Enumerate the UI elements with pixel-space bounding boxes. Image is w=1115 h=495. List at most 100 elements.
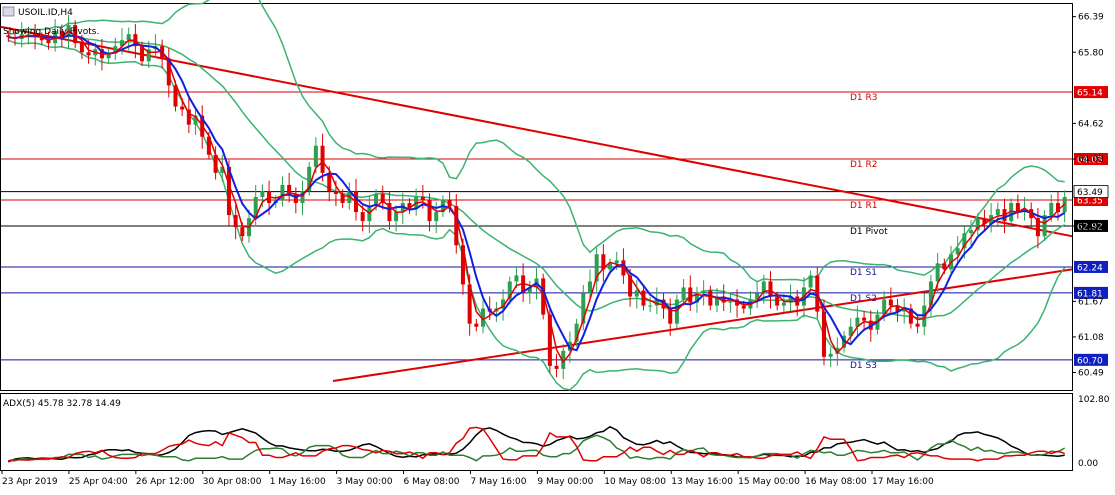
candle <box>394 205 399 232</box>
candle-body <box>594 254 599 282</box>
candle-body <box>106 53 111 59</box>
candle-body <box>73 25 78 44</box>
candle <box>387 190 392 230</box>
candle <box>681 279 686 307</box>
candle-body <box>280 184 285 201</box>
moving-averages <box>8 30 1066 364</box>
candle-body <box>935 263 940 282</box>
candle <box>501 289 506 321</box>
candle-body <box>828 353 833 357</box>
candle-body <box>434 212 439 222</box>
x-tick-label: 17 May 16:00 <box>872 477 934 487</box>
candle <box>648 297 653 313</box>
candle-body <box>955 248 960 255</box>
candle <box>220 154 225 182</box>
x-tick-label: 25 Apr 04:00 <box>69 477 128 487</box>
candle-body <box>374 193 379 207</box>
level-label: D1 R1 <box>850 201 878 211</box>
candle-body <box>119 40 125 47</box>
candle <box>594 247 599 292</box>
candle <box>628 268 633 307</box>
y-tick-label: 60.49 <box>1078 369 1104 379</box>
candle-body <box>501 299 506 309</box>
candle-body <box>481 308 486 327</box>
adx-minus-di-line <box>8 426 1065 462</box>
candle <box>233 204 238 240</box>
candle <box>320 133 325 182</box>
level-label: D1 S1 <box>850 268 877 278</box>
level-value-text: 62.24 <box>1077 263 1103 273</box>
candle-body <box>855 317 860 327</box>
candle <box>1015 194 1020 219</box>
candle-body <box>1009 203 1014 222</box>
level-value-tag <box>1074 260 1108 273</box>
candle <box>106 48 111 64</box>
adx-main-line <box>7 425 1065 463</box>
candle <box>848 318 853 343</box>
candle-body <box>340 193 345 204</box>
candle-body <box>206 136 211 155</box>
adx-axis-bottom-label: 0.00 <box>1078 459 1098 469</box>
adx-plus-di-line <box>8 434 1066 462</box>
upper-trendline <box>0 25 1073 238</box>
candle <box>1055 190 1060 221</box>
candle-body <box>260 190 265 197</box>
candle-body <box>467 284 472 324</box>
candle-body <box>146 49 151 62</box>
x-tick-label: 26 Apr 12:00 <box>136 477 195 487</box>
candle-body <box>835 347 840 354</box>
candle-body <box>166 58 171 86</box>
candle-body <box>781 302 786 306</box>
candle-body <box>788 296 793 303</box>
candle-body <box>982 218 987 225</box>
candle <box>982 209 987 231</box>
candle <box>674 294 679 329</box>
candle <box>113 37 118 61</box>
candle <box>821 299 826 366</box>
candle-body <box>741 305 746 309</box>
candle <box>6 30 11 42</box>
candle-body <box>1055 203 1060 213</box>
candle <box>1042 210 1047 242</box>
x-tick-label: 13 May 16:00 <box>671 477 733 487</box>
candle <box>213 146 218 180</box>
level-value-tag <box>1074 219 1108 232</box>
x-tick-label: 1 May 16:00 <box>270 477 326 487</box>
candle-body <box>821 311 826 357</box>
indicator-plot-frame <box>0 393 1073 471</box>
candle-body <box>561 350 566 369</box>
candle-body <box>601 254 606 270</box>
level-value-text: 60.70 <box>1077 356 1103 366</box>
candle-body <box>79 43 84 53</box>
candle <box>634 280 639 309</box>
candle-body <box>59 31 64 38</box>
candle-body <box>1035 218 1040 237</box>
candle <box>541 273 546 320</box>
candle-body <box>554 365 559 369</box>
chart-window-icon <box>2 6 15 17</box>
candle <box>39 32 44 46</box>
candle <box>307 162 312 196</box>
candle-body <box>521 275 526 294</box>
candle-body <box>1049 203 1054 216</box>
candle-body <box>708 290 713 306</box>
candle-body <box>333 190 338 194</box>
candle-body <box>240 227 245 237</box>
price-tag-box <box>1073 185 1109 198</box>
candle-body <box>307 166 312 191</box>
candle <box>975 213 980 235</box>
candle-body <box>300 190 305 204</box>
candle-body <box>888 299 893 306</box>
candle <box>755 281 760 308</box>
x-tick-label: 23 Apr 2019 <box>2 477 58 487</box>
price-axis: 66.39 65.80 64.62 64.03 62.92 61.67 61.08 60.49 <box>1072 13 1104 379</box>
candle-body <box>634 290 639 297</box>
candle-body <box>775 296 780 306</box>
x-tick-label: 16 May 08:00 <box>805 477 867 487</box>
candle-body <box>226 166 231 216</box>
ma-blue-line <box>8 34 1066 352</box>
candle <box>969 219 974 246</box>
candle-body <box>648 305 653 307</box>
candle-body <box>427 200 432 222</box>
